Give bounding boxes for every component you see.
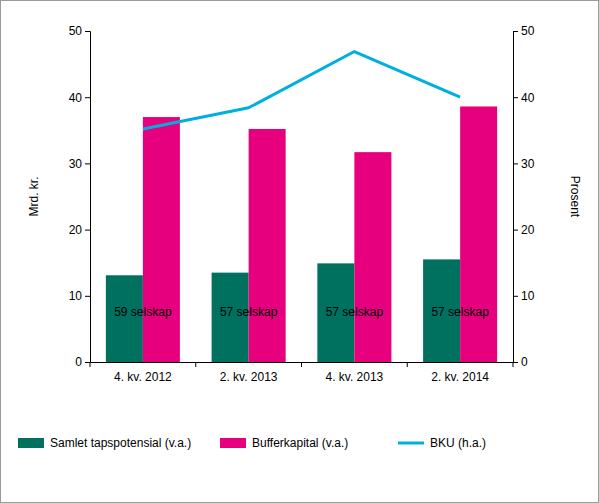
line (143, 52, 460, 129)
tick: 40 (69, 91, 90, 105)
tick: 0 (75, 355, 90, 369)
tick-mark (85, 163, 90, 164)
separator-tick (90, 362, 91, 367)
tick-mark (513, 362, 518, 363)
tick: 10 (69, 289, 90, 303)
bar (354, 152, 391, 362)
tick: 50 (513, 24, 535, 38)
plot: 59 selskap 57 selskap 57 selskap 57 selskap… (69, 24, 535, 383)
tick-label: 20 (521, 223, 535, 237)
tick-mark (513, 97, 518, 98)
separator-tick (513, 362, 514, 367)
annotation: 57 selskap (431, 305, 489, 319)
tick: 4. kv. 2012 (114, 362, 172, 384)
tick-label: 0 (521, 355, 528, 369)
legend-item: BKU (h.a.) (398, 436, 486, 450)
bar (143, 117, 180, 362)
tick-label: 40 (521, 91, 535, 105)
marks (106, 52, 497, 362)
tick-label: 10 (69, 289, 83, 303)
tick: 20 (513, 223, 535, 237)
tick-label: 2. kv. 2013 (220, 370, 278, 384)
tick: 0 (513, 355, 528, 369)
tick: 30 (69, 157, 90, 171)
legend-label: Samlet tapspotensial (v.a.) (50, 436, 191, 450)
legend: Samlet tapspotensial (v.a.) Bufferkapital… (18, 436, 486, 450)
legend-swatch (18, 438, 44, 448)
tick-mark (85, 296, 90, 297)
tick-mark (85, 230, 90, 231)
y-axis: 0 10 20 30 40 50 (69, 24, 91, 369)
legend-swatch (398, 442, 424, 445)
tick-label: 30 (69, 157, 83, 171)
x-axis: 4. kv. 2012 2. kv. 2013 4. kv. 2013 2. kv. … (91, 362, 514, 384)
tick-label: 30 (521, 157, 535, 171)
frame (1, 1, 599, 503)
bar-series (143, 106, 497, 362)
tick-label: 4. kv. 2012 (114, 370, 172, 384)
separator-tick (407, 362, 408, 367)
tick-label: 40 (69, 91, 83, 105)
bar (249, 129, 286, 362)
tick: 10 (513, 289, 535, 303)
tick-label: 50 (521, 24, 535, 38)
legend-item: Bufferkapital (v.a.) (220, 436, 348, 450)
tick-label: 20 (69, 223, 83, 237)
legend-swatch (220, 438, 246, 448)
legend-item: Samlet tapspotensial (v.a.) (18, 436, 191, 450)
tick-mark (85, 31, 90, 32)
tick: 50 (69, 24, 90, 38)
chart: 59 selskap 57 selskap 57 selskap 57 selskap… (0, 0, 599, 503)
tick: 4. kv. 2013 (325, 362, 383, 384)
tick-label: 10 (521, 289, 535, 303)
tick-mark (513, 296, 518, 297)
annotation: 59 selskap (114, 305, 172, 319)
tick-mark (85, 362, 90, 363)
axis-line (85, 32, 91, 363)
y-axis-title: Mrd. kr. (27, 176, 41, 216)
tick: 30 (513, 157, 535, 171)
tick-mark (513, 31, 518, 32)
tick: 40 (513, 91, 535, 105)
legend-label: BKU (h.a.) (430, 436, 486, 450)
tick-mark (85, 97, 90, 98)
tick-label: 2. kv. 2014 (431, 370, 489, 384)
tick-label: 4. kv. 2013 (325, 370, 383, 384)
y2-axis-title: Prosent (568, 176, 582, 218)
y2-axis: 0 10 20 30 40 50 (513, 24, 535, 369)
separator-tick (301, 362, 302, 367)
tick-label: 50 (69, 24, 83, 38)
tick-mark (513, 163, 518, 164)
legend-label: Bufferkapital (v.a.) (252, 436, 348, 450)
separator-tick (195, 362, 196, 367)
tick: 20 (69, 223, 90, 237)
tick-mark (513, 230, 518, 231)
tick: 2. kv. 2013 (220, 362, 278, 384)
axis-line (514, 32, 519, 363)
tick-label: 0 (75, 355, 82, 369)
bar (460, 106, 497, 362)
tick: 2. kv. 2014 (431, 362, 489, 384)
annotation: 57 selskap (326, 305, 384, 319)
annotation: 57 selskap (220, 305, 278, 319)
